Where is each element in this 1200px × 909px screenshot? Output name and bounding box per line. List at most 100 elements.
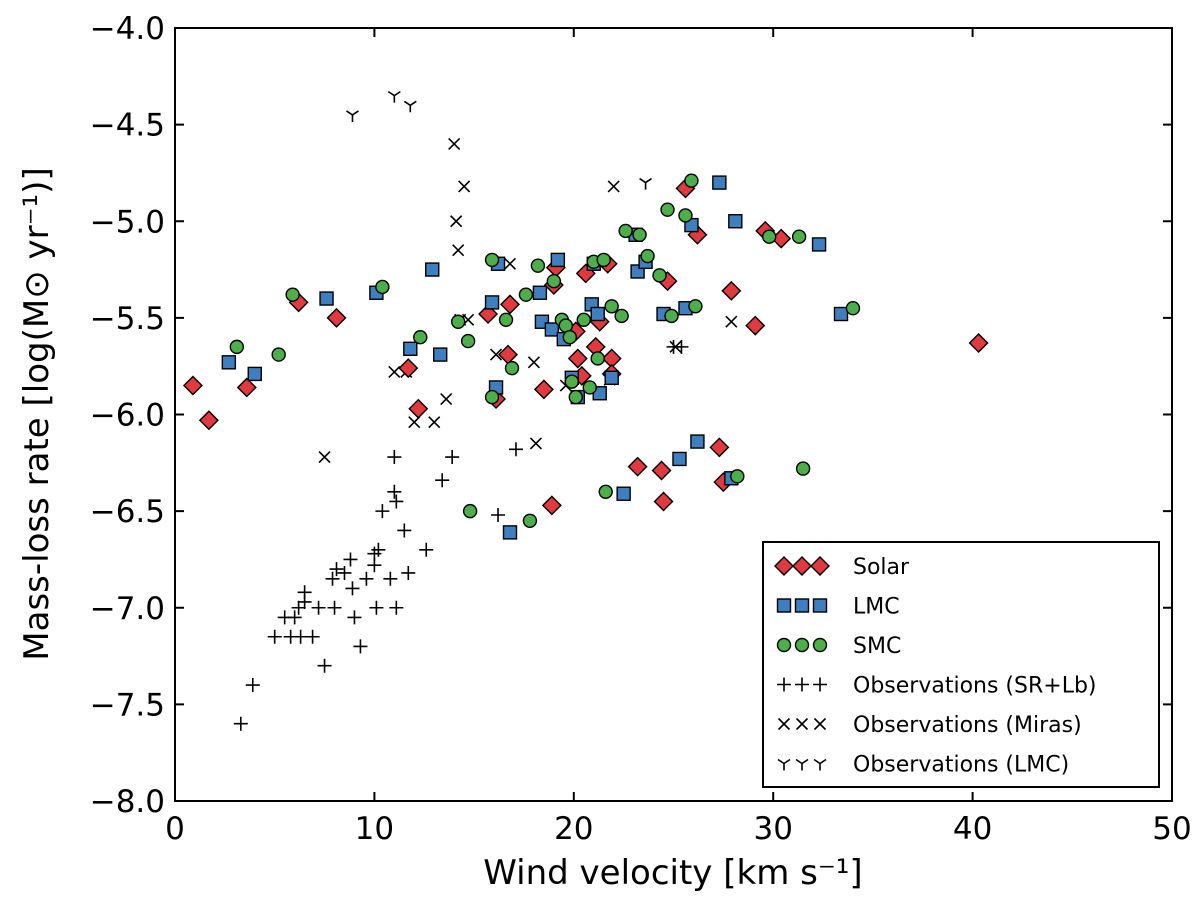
data-point-solar <box>968 333 989 353</box>
data-point-observations-miras <box>458 180 471 193</box>
data-point-smc <box>460 333 476 349</box>
data-point-observations-miras <box>669 340 682 353</box>
data-point-smc <box>640 248 655 264</box>
legend-item-observations-miras: Observations (Miras) <box>777 713 1082 738</box>
data-point-solar <box>567 348 588 369</box>
legend-box <box>762 541 1160 788</box>
data-point-smc <box>632 227 647 242</box>
data-point-smc <box>546 273 562 289</box>
data-point-smc <box>568 389 583 405</box>
series-observations-sr-lb <box>233 339 689 731</box>
legend-item-smc: SMC <box>776 634 901 659</box>
data-point-observations-sr-lb <box>367 558 382 573</box>
legend-marker-lmc <box>794 598 810 613</box>
data-point-solar <box>745 315 766 336</box>
data-point-solar <box>398 358 419 379</box>
data-point-observations-sr-lb <box>337 565 352 580</box>
y-tick-label: −4.5 <box>90 108 165 144</box>
data-point-smc <box>684 173 699 188</box>
x-tick-label: 30 <box>753 811 792 847</box>
data-point-smc <box>285 287 300 302</box>
legend-marker-observations-sr-lb <box>777 677 791 692</box>
data-point-observations-miras <box>725 315 738 328</box>
data-point-lmc <box>433 347 448 362</box>
legend-marker-solar <box>774 556 794 576</box>
data-point-observations-sr-lb <box>397 523 412 538</box>
data-point-lmc <box>604 370 619 385</box>
y-tick-label: −4.0 <box>90 11 165 47</box>
x-tick-label: 0 <box>165 811 185 847</box>
data-point-lmc <box>811 237 827 252</box>
data-point-observations-sr-lb <box>287 610 302 625</box>
legend-marker-lmc <box>812 598 828 613</box>
data-point-observations-sr-lb <box>491 507 506 522</box>
data-point-smc <box>450 314 466 329</box>
data-point-observations-sr-lb <box>508 442 523 457</box>
data-point-observations-sr-lb <box>419 542 434 557</box>
data-point-lmc <box>672 451 687 467</box>
data-point-smc <box>618 223 633 239</box>
data-point-observations-miras <box>440 392 453 406</box>
data-point-observations-sr-lb <box>317 658 332 673</box>
data-point-observations-sr-lb <box>291 600 306 615</box>
legend-marker-smc <box>812 637 828 653</box>
data-point-solar <box>500 294 520 315</box>
legend-marker-smc <box>776 637 792 653</box>
legend-marker-observations-miras <box>813 717 827 731</box>
data-point-solar <box>182 375 203 396</box>
data-point-smc <box>614 308 629 324</box>
data-point-solar <box>326 307 347 328</box>
legend-label-lmc: LMC <box>853 595 900 620</box>
data-point-observations-miras <box>318 450 331 464</box>
data-point-observations-sr-lb <box>267 629 282 644</box>
data-point-observations-sr-lb <box>369 600 384 615</box>
data-point-smc <box>530 258 546 273</box>
data-point-solar <box>541 495 562 516</box>
data-point-smc <box>564 374 580 389</box>
legend-marker-smc <box>794 637 810 653</box>
data-point-solar <box>236 377 257 398</box>
data-point-lmc <box>502 525 518 540</box>
data-point-smc <box>652 268 667 283</box>
data-point-observations-sr-lb <box>233 716 248 731</box>
legend-marker-solar <box>810 556 830 576</box>
data-point-lmc <box>532 285 548 300</box>
data-point-observations-sr-lb <box>343 552 358 567</box>
legend: Solar LMC SMC Observations (SR+Lb) Observati… <box>762 541 1160 788</box>
data-point-lmc <box>690 434 705 449</box>
series-observations-lmc <box>346 90 653 190</box>
data-point-lmc <box>616 486 631 501</box>
data-point-observations-sr-lb <box>353 639 368 654</box>
legend-marker-observations-lmc <box>795 758 809 771</box>
data-point-observations-sr-lb <box>305 629 320 644</box>
data-point-observations-sr-lb <box>311 600 326 615</box>
x-tick-label: 40 <box>953 811 992 847</box>
legend-label-observations-lmc: Observations (LMC) <box>853 753 1069 778</box>
data-point-solar <box>198 410 219 431</box>
data-point-lmc <box>319 291 334 306</box>
data-point-observations-sr-lb <box>359 571 374 586</box>
data-point-lmc <box>550 252 566 268</box>
data-point-lmc <box>221 355 237 370</box>
series-smc <box>229 173 861 528</box>
data-point-solar <box>651 460 672 481</box>
data-point-solar <box>533 379 554 400</box>
data-point-observations-sr-lb <box>297 585 312 600</box>
data-point-observations-lmc <box>639 177 653 190</box>
data-point-observations-sr-lb <box>245 678 260 693</box>
data-point-observations-sr-lb <box>325 571 340 586</box>
legend-label-smc: SMC <box>853 634 901 659</box>
data-point-smc <box>688 299 703 314</box>
data-point-observations-miras <box>452 244 465 257</box>
data-point-observations-sr-lb <box>383 571 398 586</box>
data-point-lmc <box>425 262 440 277</box>
legend-marker-observations-miras <box>795 717 809 731</box>
legend-marker-observations-miras <box>777 717 791 731</box>
data-point-observations-lmc <box>346 110 359 122</box>
data-point-observations-sr-lb <box>674 339 689 354</box>
data-point-smc <box>562 330 578 345</box>
data-point-observations-miras <box>489 348 503 361</box>
data-point-observations-miras <box>503 257 517 270</box>
y-tick-label: −6.5 <box>90 494 165 530</box>
